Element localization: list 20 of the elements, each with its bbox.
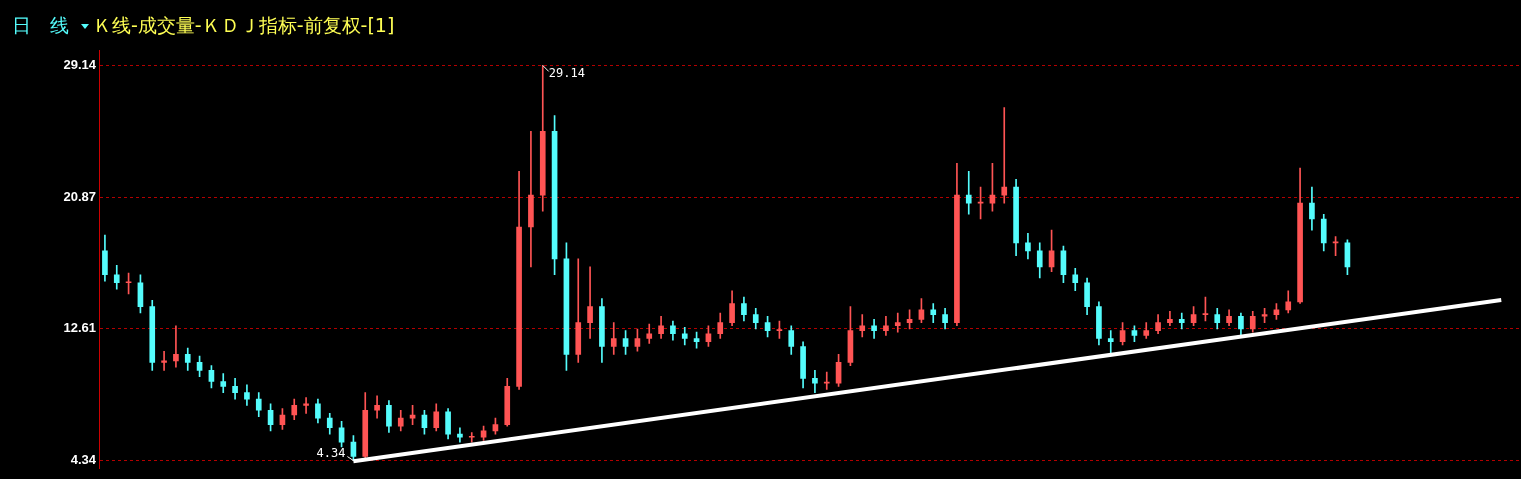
y-tick-label: 12.61 xyxy=(63,320,96,336)
candlestick xyxy=(930,303,937,323)
candlestick xyxy=(303,397,309,414)
chart-subtitle: Ｋ线-成交量-ＫＤＪ指标-前复权-[1] xyxy=(93,13,395,38)
candlestick xyxy=(468,432,475,443)
y-tick-label: 4.34 xyxy=(70,452,97,468)
candlestick xyxy=(1001,107,1008,204)
annotation: 29.14 xyxy=(548,65,585,80)
candlestick xyxy=(161,350,167,371)
chart-title: 日 线 xyxy=(12,13,69,38)
annotation: 4.34 xyxy=(316,445,346,460)
candlestick xyxy=(894,312,901,333)
candlestick xyxy=(965,170,972,215)
y-tick-label: 20.87 xyxy=(63,188,96,204)
y-tick-label: 29.14 xyxy=(63,57,97,73)
candlestick xyxy=(528,131,534,268)
candlestick xyxy=(1107,330,1114,354)
candlestick xyxy=(812,370,818,394)
candlestick xyxy=(587,266,593,339)
candlestick xyxy=(173,325,179,368)
